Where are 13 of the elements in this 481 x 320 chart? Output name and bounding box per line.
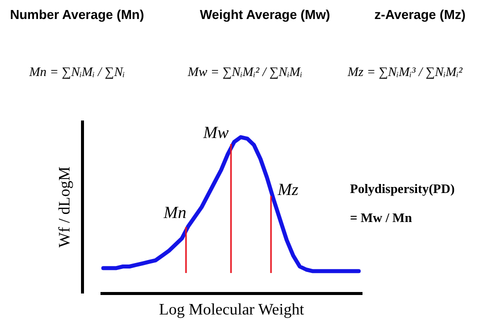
annotation: Mw — [202, 123, 230, 142]
text: Weight Average (Mw) — [200, 7, 330, 22]
annotation: Mz — [276, 180, 299, 199]
annotation: Mn — [162, 203, 186, 222]
y-axis-title: Wf / dLogM — [56, 166, 74, 248]
text: Mn = ∑NᵢMᵢ / ∑Nᵢ — [28, 64, 125, 79]
annotation: Polydispersity(PD) — [350, 181, 455, 196]
x-axis-title: Log Molecular Weight — [158, 302, 305, 318]
text: Mw = ∑NᵢMᵢ² / ∑NᵢMᵢ — [186, 64, 302, 79]
text: z-Average (Mz) — [374, 7, 466, 22]
annotation: = Mw / Mn — [350, 210, 413, 225]
text: Mz = ∑NᵢMᵢ³ / ∑NᵢMᵢ² — [346, 64, 464, 79]
text: Number Average (Mn) — [10, 7, 144, 22]
